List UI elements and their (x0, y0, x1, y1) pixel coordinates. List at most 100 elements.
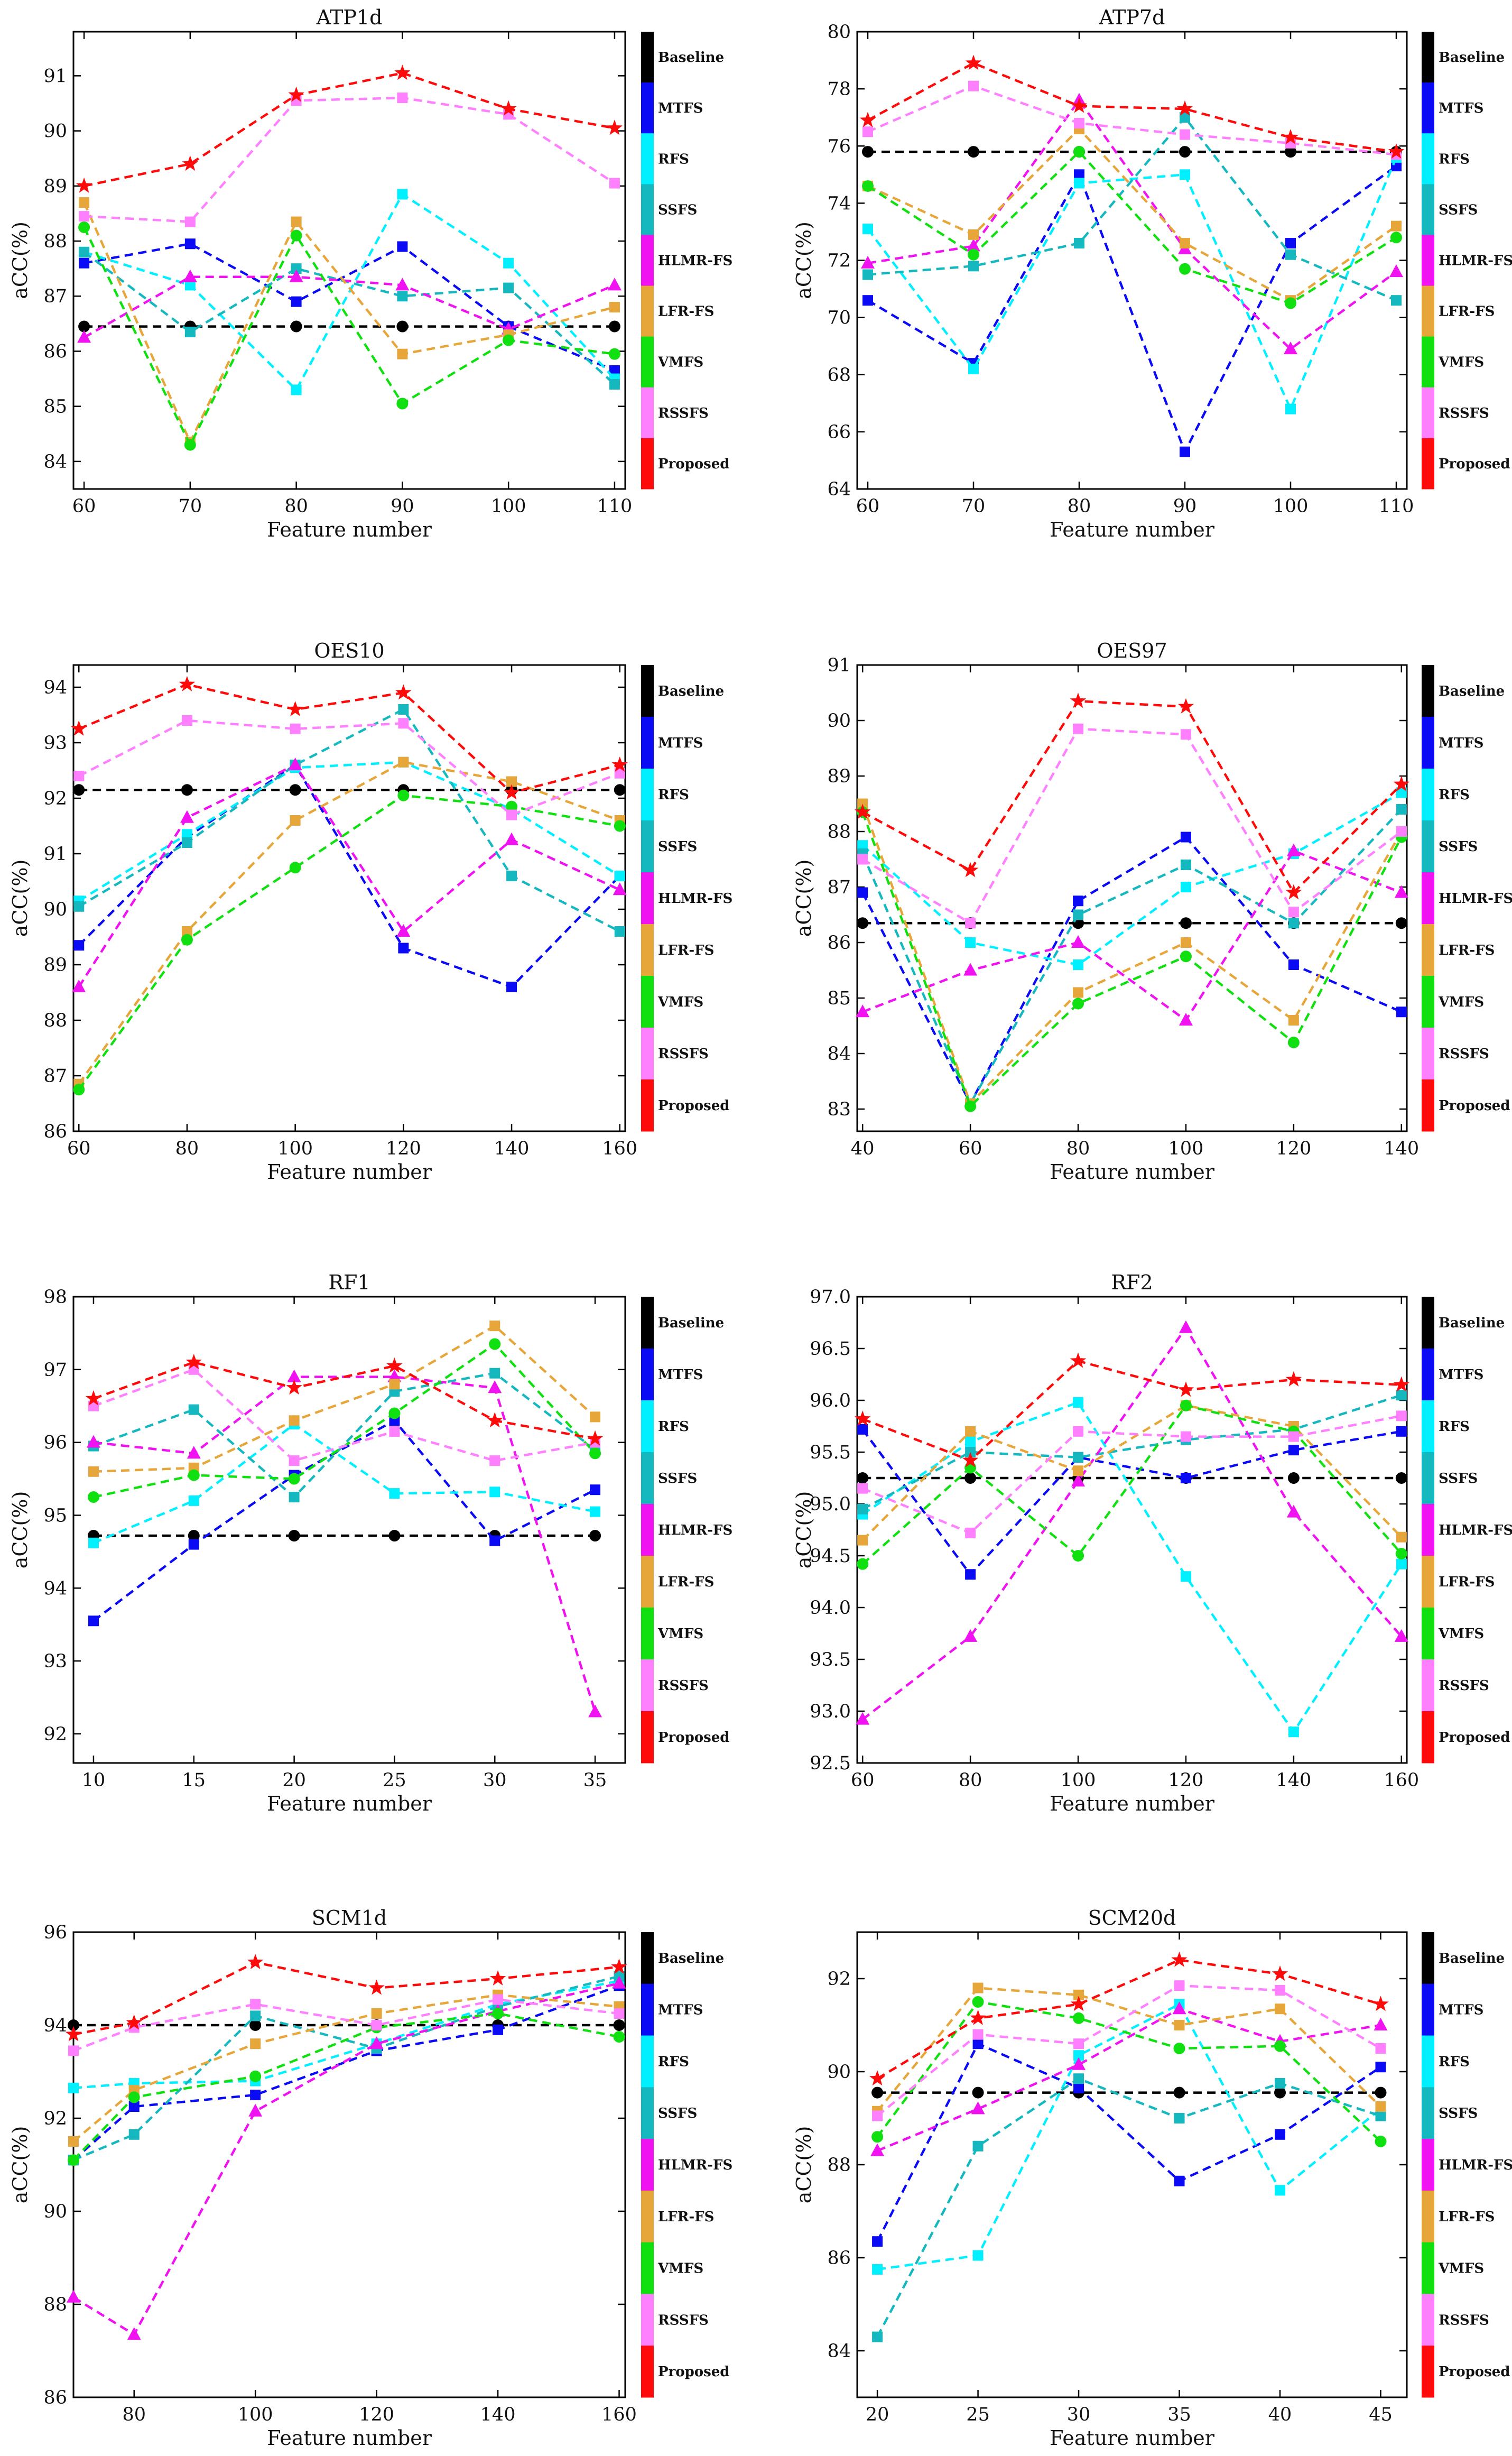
lfr-fs-point-1 (965, 1426, 976, 1437)
vmfs-line (78, 794, 620, 1091)
series-hlmr-fs (72, 758, 627, 992)
y-tick-label: 89 (43, 955, 67, 976)
x-tick-label: 20 (282, 1770, 306, 1791)
proposed-point-2 (287, 701, 303, 716)
proposed-point-5 (1388, 143, 1405, 159)
legend-label-baseline: Baseline (1439, 1315, 1505, 1331)
y-tick-label: 90 (827, 710, 851, 732)
hlmr-fs-point-1 (180, 810, 194, 823)
x-tick-label: 80 (1066, 1138, 1090, 1159)
vmfs-line (83, 227, 615, 448)
baseline-point-0 (68, 2019, 79, 2031)
legend-swatch-mtfs (641, 82, 654, 134)
baseline-point-0 (862, 146, 874, 158)
legend-label-mtfs: MTFS (1439, 1367, 1483, 1383)
lfr-fs-point-0 (79, 197, 90, 208)
ssfs-point-2 (250, 2010, 261, 2021)
legend-label-lfr-fs: LFR-FS (658, 304, 714, 320)
lfr-fs-point-2 (290, 815, 301, 826)
hlmr-fs-point-1 (967, 238, 980, 252)
legend-swatch-ssfs (641, 184, 654, 235)
rfs-point-5 (614, 871, 625, 881)
y-axis-label: aCC(%) (8, 221, 32, 299)
rssfs-line (862, 727, 1403, 925)
rfs-point-3 (397, 189, 408, 200)
ssfs-point-1 (128, 2129, 140, 2140)
chart-panel-oes10: OES10 60 80 100 120 140 160 86 87 88 89 90 91 92 93 94 F… (8, 639, 732, 1184)
y-axis-label: aCC(%) (792, 2126, 815, 2204)
proposed-point-2 (1070, 1996, 1087, 2011)
ssfs-line (861, 808, 1403, 1106)
mtfs-point-3 (1180, 1473, 1191, 1483)
mtfs-point-2 (1073, 895, 1084, 907)
proposed-point-5 (587, 1430, 604, 1446)
chart-title: ATP1d (316, 6, 383, 29)
x-tick-label: 160 (602, 1138, 637, 1159)
lfr-fs-line (861, 803, 1403, 1106)
rssfs-line (876, 1984, 1381, 2117)
legend-swatch-baseline (641, 32, 654, 83)
ssfs-point-2 (1073, 1452, 1084, 1463)
legend-swatch-lfr-fs (1422, 285, 1434, 337)
proposed-point-4 (487, 1412, 503, 1428)
ssfs-point-4 (489, 1368, 500, 1379)
rfs-point-0 (862, 224, 873, 235)
series-rssfs (857, 1410, 1407, 1538)
mtfs-point-1 (128, 2101, 140, 2112)
legend: Baseline MTFS RFS SSFS HLMR-FS LFR-FS VMFS RSSF… (641, 1297, 732, 1763)
rfs-point-2 (1073, 1397, 1084, 1408)
x-tick-label: 35 (583, 1770, 607, 1791)
legend-swatch-rssfs (641, 1028, 654, 1080)
vmfs-point-1 (972, 1996, 984, 2008)
hlmr-fs-point-3 (369, 2036, 384, 2049)
vmfs-point-2 (1073, 2012, 1085, 2024)
y-tick-label: 90 (827, 2062, 851, 2083)
ssfs-point-2 (1073, 2073, 1084, 2084)
lfr-fs-point-3 (1174, 2020, 1185, 2030)
mtfs-line (92, 1419, 596, 1622)
series-rfs (872, 1999, 1386, 2275)
proposed-point-1 (970, 2009, 986, 2025)
x-tick-label: 60 (72, 496, 96, 517)
hlmr-fs-point-3 (1179, 1013, 1193, 1026)
ssfs-point-3 (398, 704, 409, 715)
legend-label-baseline: Baseline (658, 1951, 724, 1966)
x-tick-label: 80 (175, 1138, 199, 1159)
x-tick-label: 120 (359, 2404, 394, 2425)
y-tick-label: 91 (43, 844, 67, 865)
y-tick-label: 94 (43, 1578, 67, 1599)
lfr-fs-point-1 (972, 1982, 984, 1993)
legend-label-lfr-fs: LFR-FS (1439, 1574, 1495, 1590)
lfr-fs-point-5 (1375, 2101, 1386, 2112)
proposed-point-1 (185, 1354, 202, 1369)
rssfs-point-2 (1073, 1426, 1084, 1437)
y-tick-label: 85 (43, 396, 67, 418)
proposed-point-4 (503, 784, 520, 800)
mtfs-line (78, 763, 621, 989)
legend-label-hlmr-fs: HLMR-FS (1439, 1522, 1512, 1538)
baseline-point-1 (968, 146, 979, 158)
ssfs-point-5 (1391, 295, 1402, 306)
x-tick-label: 140 (494, 1138, 530, 1159)
proposed-point-0 (869, 2070, 886, 2086)
rssfs-line (78, 719, 620, 817)
proposed-point-0 (859, 112, 876, 127)
x-axis-label: Feature number (1050, 2426, 1215, 2450)
x-axis-label: Feature number (1050, 1792, 1215, 1815)
rssfs-point-0 (857, 1483, 868, 1494)
hlmr-fs-point-5 (1394, 1629, 1408, 1642)
proposed-point-1 (962, 862, 979, 878)
hlmr-fs-point-5 (612, 1975, 626, 1989)
rfs-point-1 (965, 937, 976, 948)
rssfs-point-0 (857, 854, 868, 865)
series-proposed (855, 693, 1409, 900)
vmfs-point-2 (1072, 1550, 1084, 1562)
legend-label-vmfs: VMFS (657, 2261, 703, 2277)
lfr-fs-point-5 (590, 1411, 601, 1423)
mtfs-point-1 (965, 1569, 976, 1580)
legend-label-proposed: Proposed (658, 1730, 729, 1746)
mtfs-point-3 (1180, 446, 1190, 457)
rfs-point-2 (291, 384, 302, 395)
hlmr-fs-point-4 (505, 832, 519, 845)
y-tick-label: 88 (43, 2294, 67, 2315)
